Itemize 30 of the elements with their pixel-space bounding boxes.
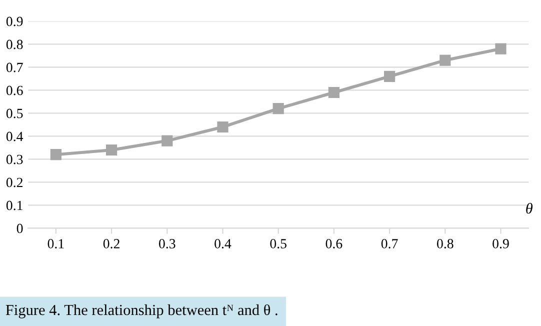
point (162, 135, 173, 146)
point (272, 103, 284, 114)
caption: Figure 4. The relationship between tᴺ and θ . (6, 304, 278, 318)
x-tick-label: 0.3 (158, 239, 176, 248)
y-tick-label: 0.6 (6, 86, 23, 96)
y-tick-label: 0.2 (6, 178, 23, 188)
point (106, 144, 118, 156)
x-tick-label: 0.8 (437, 239, 454, 248)
x-axis-title: θ (526, 202, 533, 214)
y-tick-label: 0.5 (6, 108, 23, 118)
y-tick-label: 0.4 (6, 132, 24, 142)
y-tick-label: 0.9 (6, 16, 23, 26)
x-tick-label: 0.9 (492, 239, 509, 248)
x-tick-label: 0.2 (103, 239, 120, 248)
point (217, 121, 228, 133)
x-tick-label: 0.1 (48, 239, 64, 248)
y-tick-label: 0.1 (6, 200, 22, 210)
y-tick-label: 0.3 (6, 154, 23, 164)
x-tick-label: 0.6 (326, 239, 342, 248)
x-tick-label: 0.5 (270, 239, 286, 248)
y-tick-label: 0 (16, 224, 23, 234)
y-tick-label: 0.7 (6, 62, 23, 72)
x-tick-label: 0.4 (214, 239, 232, 248)
x-tick-label: 0.7 (381, 239, 398, 248)
point (50, 149, 62, 160)
point (495, 43, 506, 54)
y-tick-label: 0.8 (6, 40, 23, 50)
point (328, 86, 340, 98)
point (440, 54, 451, 66)
point (384, 70, 396, 82)
